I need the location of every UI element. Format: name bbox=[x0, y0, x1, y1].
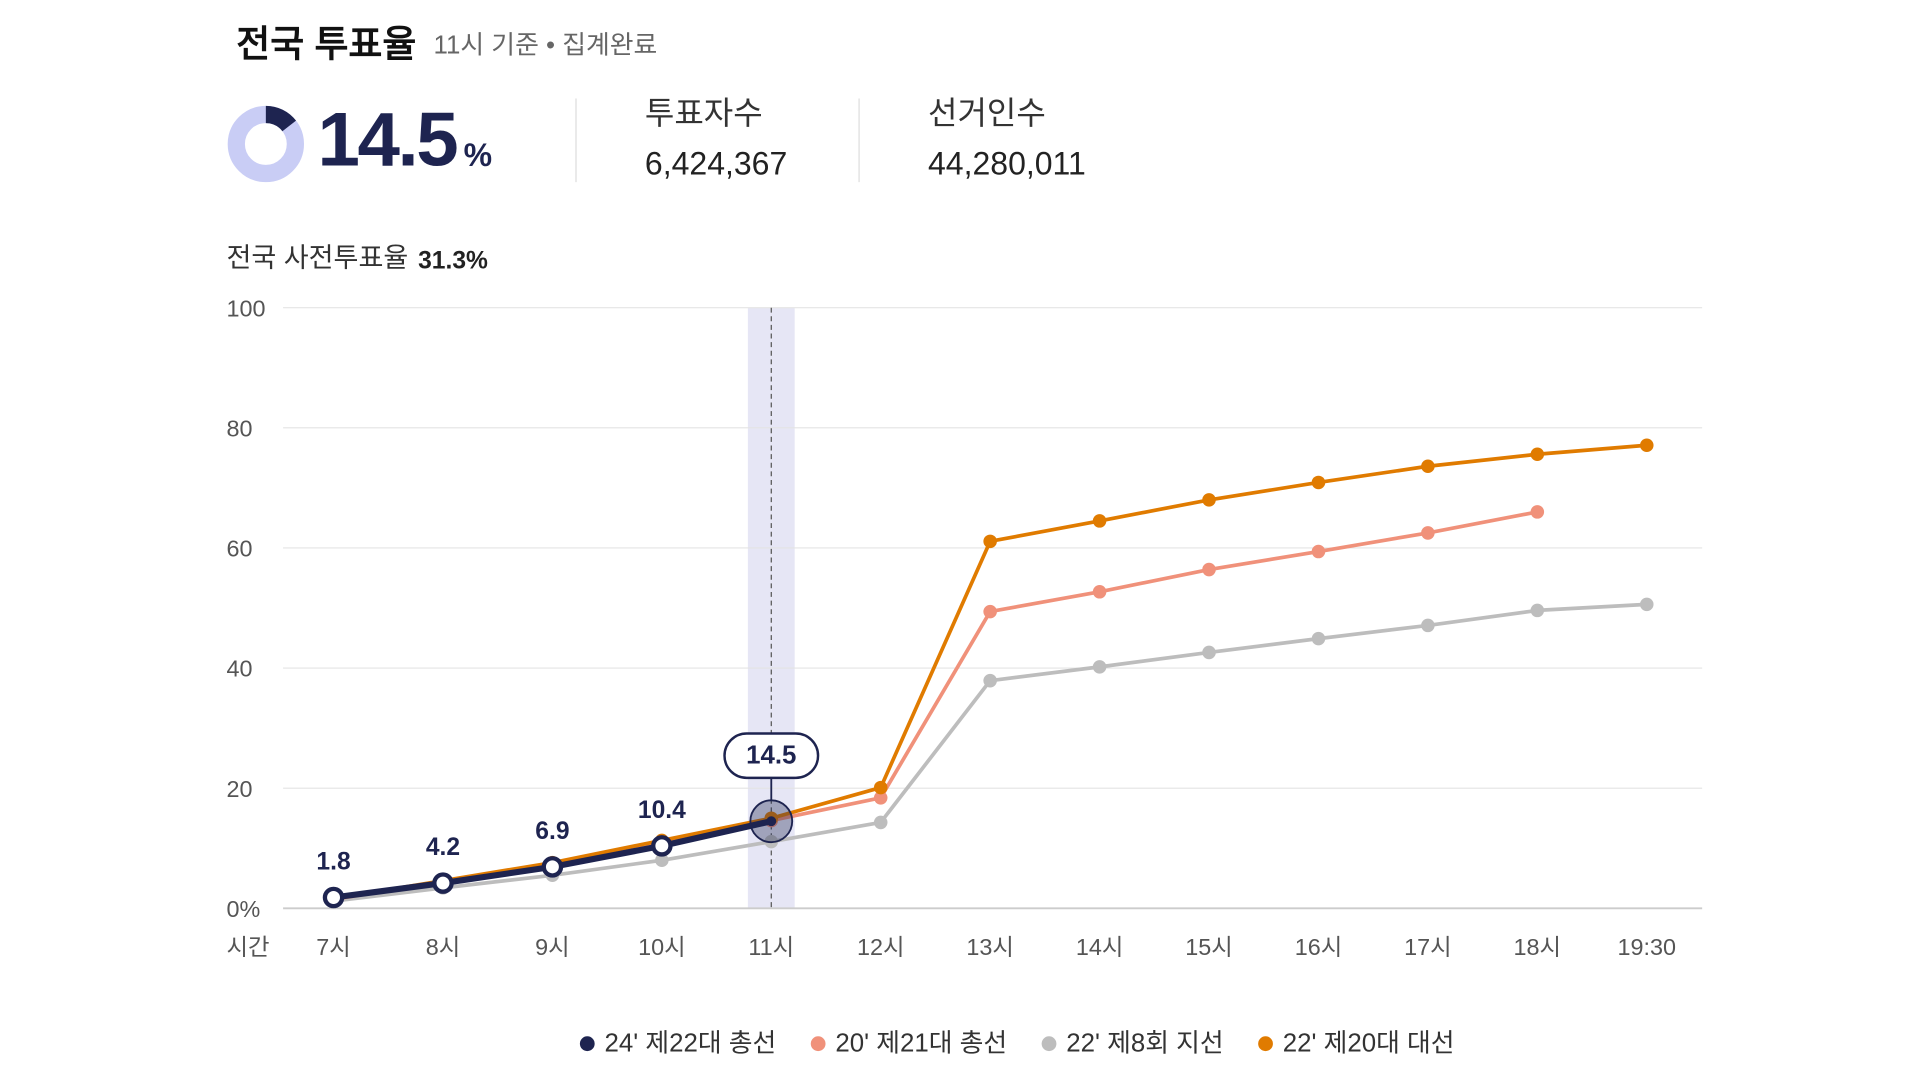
series-line bbox=[333, 602, 1647, 903]
x-tick-label: 12시 bbox=[857, 934, 905, 960]
donut-progress bbox=[227, 105, 304, 183]
legend-swatch bbox=[579, 1036, 595, 1052]
x-tick-label: 14시 bbox=[1076, 934, 1124, 960]
early-label: 전국 사전투표율 bbox=[226, 242, 408, 273]
x-tick-label: 9시 bbox=[535, 934, 570, 960]
y-tick-label: 60 bbox=[226, 536, 252, 562]
headline-value: 14.5 bbox=[318, 97, 458, 182]
data-label: 4.2 bbox=[426, 834, 460, 861]
data-label: 14.5 bbox=[746, 742, 796, 770]
point bbox=[432, 872, 454, 894]
legend-swatch bbox=[1041, 1036, 1057, 1052]
point bbox=[1202, 493, 1216, 507]
point bbox=[651, 835, 673, 857]
stat-label: 투표자수 bbox=[645, 95, 763, 131]
headline-unit: % bbox=[464, 137, 492, 173]
y-tick-label: 0% bbox=[226, 896, 260, 922]
stat-value: 6,424,367 bbox=[645, 146, 787, 182]
point bbox=[1530, 447, 1545, 462]
point bbox=[873, 815, 888, 830]
legend-label: 24' 제22대 총선 bbox=[605, 1029, 777, 1058]
stat-label: 선거인수 bbox=[928, 95, 1046, 131]
x-tick-label: 10시 bbox=[638, 934, 686, 960]
early-value: 31.3% bbox=[418, 248, 488, 275]
point bbox=[655, 853, 669, 868]
point bbox=[1092, 660, 1107, 674]
point bbox=[541, 856, 564, 878]
legend-swatch bbox=[1258, 1036, 1273, 1052]
x-tick-label: 19:30 bbox=[1618, 934, 1677, 960]
series-line bbox=[333, 510, 1538, 902]
point bbox=[1530, 505, 1545, 519]
point bbox=[1421, 459, 1435, 474]
point bbox=[983, 534, 997, 549]
point bbox=[873, 791, 888, 805]
series-line bbox=[333, 443, 1647, 901]
point bbox=[766, 816, 777, 827]
callout-box bbox=[723, 732, 820, 780]
point bbox=[1311, 475, 1326, 490]
legend-swatch bbox=[810, 1036, 826, 1052]
legend-label: 22' 제8회 지선 bbox=[1066, 1029, 1223, 1058]
data-label: 1.8 bbox=[316, 849, 350, 876]
subtitle: 11시 기준 • 집계완료 bbox=[434, 31, 658, 60]
legend-label: 22' 제20대 대선 bbox=[1283, 1029, 1455, 1058]
point bbox=[1421, 618, 1435, 633]
y-tick-label: 40 bbox=[226, 656, 252, 682]
legend-label: 20' 제21대 총선 bbox=[835, 1029, 1007, 1058]
point bbox=[1311, 631, 1326, 646]
x-tick-label: 7시 bbox=[316, 934, 351, 960]
y-tick-label: 100 bbox=[226, 295, 265, 321]
point bbox=[1640, 438, 1654, 453]
point bbox=[1530, 603, 1545, 618]
point bbox=[1202, 562, 1216, 577]
x-tick-label: 17시 bbox=[1404, 934, 1452, 960]
y-tick-label: 20 bbox=[226, 776, 252, 802]
point bbox=[1640, 597, 1654, 612]
point bbox=[1421, 526, 1435, 540]
point bbox=[1311, 544, 1326, 559]
data-label: 10.4 bbox=[638, 797, 686, 824]
point bbox=[1202, 645, 1216, 660]
point bbox=[322, 886, 345, 909]
title: 전국 투표율 bbox=[236, 24, 416, 65]
x-tick-label: 11시 bbox=[748, 934, 794, 960]
x-tick-label: 16시 bbox=[1295, 934, 1343, 960]
point bbox=[873, 780, 888, 795]
point bbox=[983, 604, 997, 619]
stat-value: 44,280,011 bbox=[928, 146, 1086, 182]
data-label: 6.9 bbox=[535, 818, 569, 845]
point bbox=[983, 673, 997, 688]
y-tick-label: 80 bbox=[226, 415, 252, 441]
x-tick-label: 18시 bbox=[1514, 934, 1562, 960]
point bbox=[1092, 585, 1107, 599]
x-tick-label: 15시 bbox=[1185, 934, 1233, 960]
x-tick-label: 8시 bbox=[426, 934, 461, 960]
x-tick-label: 13시 bbox=[966, 934, 1014, 960]
x-axis-label: 시간 bbox=[226, 934, 269, 960]
legend: 24' 제22대 총선 20' 제21대 총선 22' 제8회 지선 22' 제20대… bbox=[579, 1029, 1455, 1058]
point bbox=[1092, 514, 1107, 528]
